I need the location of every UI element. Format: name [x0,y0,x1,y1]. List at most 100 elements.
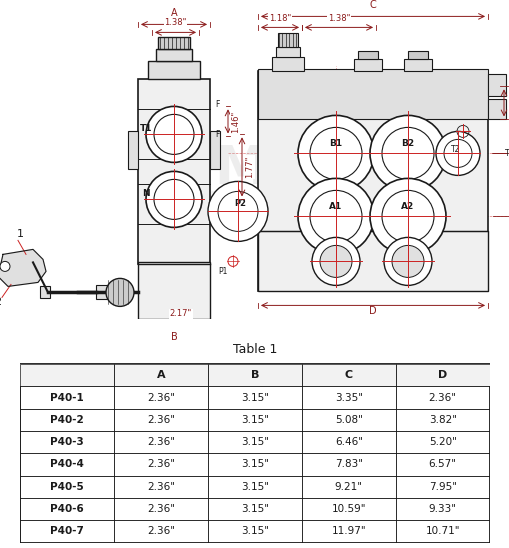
Text: 1.18": 1.18" [268,14,291,24]
Circle shape [146,172,202,227]
Circle shape [391,246,423,277]
Text: D: D [369,306,376,316]
Text: 3.15": 3.15" [241,437,268,447]
Bar [258,70,487,119]
Text: P2: P2 [234,199,245,208]
Text: T2: T2 [450,145,460,154]
Bar [487,75,505,96]
Bar [20,364,489,543]
Bar [357,52,377,59]
Circle shape [309,127,361,179]
Text: 2.17": 2.17" [169,310,192,318]
Bar [40,287,50,299]
Circle shape [312,237,359,286]
Text: B: B [171,333,177,342]
Bar [20,364,489,386]
Circle shape [319,246,351,277]
Text: P40-6: P40-6 [50,504,84,514]
Bar [258,71,487,292]
Circle shape [297,179,373,254]
Text: T1: T1 [139,124,152,133]
Text: 2: 2 [0,298,2,307]
Text: HYDRAULICS: HYDRAULICS [185,190,324,209]
Text: 7.95": 7.95" [428,482,456,492]
Circle shape [369,179,445,254]
Text: A: A [157,370,165,380]
Text: 11.97": 11.97" [331,527,365,536]
Text: P40-4: P40-4 [50,459,84,470]
Circle shape [435,132,479,175]
Text: P40-1: P40-1 [50,392,84,403]
Bar [138,262,210,319]
Text: A1: A1 [329,202,342,211]
Circle shape [383,237,431,286]
Text: D: D [437,370,446,380]
Circle shape [106,278,134,306]
Circle shape [381,190,433,242]
Text: 6.57": 6.57" [428,459,456,470]
Polygon shape [0,249,46,287]
Text: 2.36": 2.36" [147,415,175,425]
Text: F: F [215,130,219,139]
Text: 6.46": 6.46" [334,437,362,447]
Text: P40-5: P40-5 [50,482,84,492]
Bar [96,286,112,299]
Circle shape [0,261,10,271]
Circle shape [369,116,445,191]
Text: Table 1: Table 1 [232,344,277,356]
Text: 1: 1 [16,230,23,239]
Text: 9.21": 9.21" [334,482,362,492]
Text: 3.15": 3.15" [241,527,268,536]
Text: 2.36": 2.36" [147,437,175,447]
Circle shape [443,139,471,167]
Text: 10.71": 10.71" [425,527,459,536]
Text: 10.59": 10.59" [331,504,365,514]
Text: B1: B1 [329,139,342,148]
Text: 1.38": 1.38" [327,14,350,24]
Text: 2.36": 2.36" [428,392,456,403]
Text: A: A [171,8,177,19]
Text: 2.36": 2.36" [147,392,175,403]
Circle shape [146,106,202,162]
Text: C: C [344,370,352,380]
Text: 2.36": 2.36" [147,459,175,470]
Bar [148,61,200,79]
Text: 7.83": 7.83" [334,459,362,470]
Bar [277,33,297,47]
Bar [407,52,427,59]
Text: A2: A2 [401,202,414,211]
Circle shape [381,127,433,179]
Circle shape [297,116,373,191]
Bar [275,47,299,58]
Text: N: N [142,189,150,198]
Bar [158,37,190,49]
Bar [487,99,505,119]
Text: 3.15": 3.15" [241,482,268,492]
Text: 1.77": 1.77" [244,156,253,178]
Circle shape [208,181,267,242]
Text: 3.35": 3.35" [334,392,362,403]
Text: 3.15": 3.15" [241,415,268,425]
Bar [271,58,303,71]
Text: 5.20": 5.20" [428,437,456,447]
Text: 2.36": 2.36" [147,504,175,514]
Text: B: B [250,370,259,380]
Text: T1: T1 [504,149,509,158]
Text: C: C [369,1,376,10]
Circle shape [217,191,258,231]
Text: P1: P1 [218,267,227,276]
Circle shape [309,190,361,242]
Text: 1.46": 1.46" [231,110,240,133]
Circle shape [154,179,193,219]
Text: 2.36": 2.36" [147,527,175,536]
Bar [128,132,138,169]
Text: P40-7: P40-7 [50,527,84,536]
Bar [353,59,381,71]
Circle shape [154,115,193,155]
Text: F: F [215,100,219,109]
Text: 3.15": 3.15" [241,504,268,514]
Text: 3.82": 3.82" [428,415,456,425]
Bar [138,79,210,264]
Text: 3.15": 3.15" [241,392,268,403]
Text: SUMMIT: SUMMIT [134,144,375,196]
